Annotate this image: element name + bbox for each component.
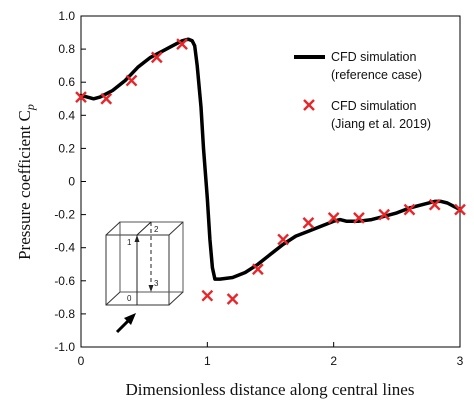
data-point-jiang-2019 bbox=[277, 233, 289, 246]
x-tick-label: 2 bbox=[330, 354, 337, 368]
legend-label-series-2: CFD simulation bbox=[331, 99, 416, 113]
y-axis-title: Pressure coefficient Cp bbox=[15, 104, 37, 260]
x-axis-title: Dimensionless distance along central lin… bbox=[126, 380, 415, 399]
inset-edge bbox=[168, 221, 184, 236]
y-tick-label: 0.6 bbox=[58, 75, 75, 89]
data-point-jiang-2019 bbox=[125, 74, 138, 87]
data-point-jiang-2019 bbox=[226, 293, 239, 305]
data-point-jiang-2019 bbox=[403, 203, 416, 216]
y-tick-label: 0.4 bbox=[58, 108, 75, 122]
inset-edge bbox=[105, 291, 121, 306]
legend: CFD simulation (reference case) CFD simu… bbox=[294, 50, 431, 131]
inset-label-1: 1 bbox=[127, 238, 132, 247]
y-axis-title-main: Pressure coefficient C bbox=[15, 110, 34, 260]
y-axis-title-subscript: p bbox=[23, 104, 37, 111]
inset-label-2: 2 bbox=[154, 225, 159, 234]
x-axis-ticks: 0 1 2 3 bbox=[78, 342, 464, 368]
inset-label-3: 3 bbox=[154, 279, 159, 288]
data-point-jiang-2019 bbox=[353, 212, 365, 224]
y-tick-label: 0.8 bbox=[58, 42, 75, 56]
y-tick-label: 0 bbox=[68, 175, 75, 189]
data-point-jiang-2019 bbox=[428, 198, 441, 211]
data-point-jiang-2019 bbox=[150, 51, 163, 64]
data-point-jiang-2019 bbox=[176, 38, 188, 50]
legend-label-series-2-line2: (Jiang et al. 2019) bbox=[331, 117, 431, 131]
series-layer bbox=[75, 37, 466, 305]
y-tick-label: -0.8 bbox=[54, 307, 75, 321]
data-point-jiang-2019 bbox=[201, 289, 214, 302]
data-point-jiang-2019 bbox=[302, 217, 315, 229]
x-tick-label: 3 bbox=[457, 354, 464, 368]
legend-x-marker-symbol bbox=[303, 99, 315, 111]
data-point-jiang-2019 bbox=[100, 92, 113, 105]
inset-edge bbox=[105, 221, 121, 236]
legend-label-series-1-line2: (reference case) bbox=[331, 68, 422, 82]
legend-label-series-1: CFD simulation bbox=[331, 50, 416, 64]
data-point-jiang-2019 bbox=[378, 208, 391, 221]
data-point-jiang-2019 bbox=[327, 212, 340, 224]
y-tick-label: -0.6 bbox=[54, 274, 75, 288]
y-tick-label: -0.2 bbox=[54, 208, 75, 222]
x-tick-label: 1 bbox=[204, 354, 211, 368]
inset-label-0: 0 bbox=[127, 294, 132, 303]
data-point-jiang-2019 bbox=[454, 203, 466, 216]
inset-central-line-roof bbox=[136, 221, 152, 236]
inset-arrowhead-up bbox=[134, 235, 140, 242]
y-axis-ticks: -1.0 -0.8 -0.6 -0.4 -0.2 0 0.2 0.4 0.6 0.8 1.0 bbox=[54, 9, 86, 354]
data-point-jiang-2019 bbox=[252, 263, 264, 276]
wind-direction-arrow-icon bbox=[115, 313, 136, 334]
x-tick-label: 0 bbox=[78, 354, 85, 368]
data-point-jiang-2019 bbox=[75, 91, 87, 103]
y-tick-label: 0.2 bbox=[58, 141, 75, 155]
building-inset-diagram bbox=[105, 221, 184, 306]
y-tick-label: -1.0 bbox=[54, 340, 75, 354]
y-tick-label: -0.4 bbox=[54, 241, 75, 255]
y-tick-label: 1.0 bbox=[58, 9, 75, 23]
inset-edge bbox=[168, 291, 184, 306]
inset-arrowhead-down bbox=[148, 285, 154, 292]
